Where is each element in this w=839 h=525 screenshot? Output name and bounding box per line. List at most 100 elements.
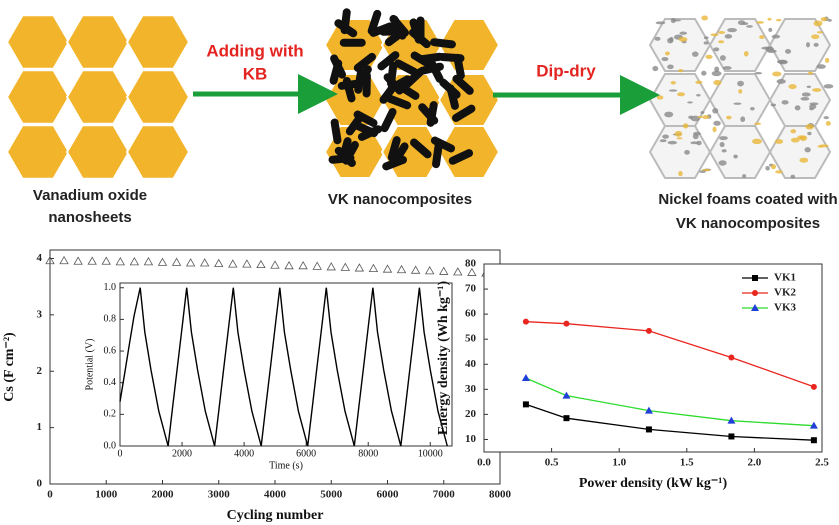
foam-flake: [819, 144, 829, 147]
foam-flake: [678, 69, 683, 72]
foam-flake: [811, 34, 819, 39]
step-label: Dip-dry: [536, 61, 596, 80]
x-tick-label: 1000: [95, 489, 118, 501]
y-tick-label: 0.2: [104, 409, 117, 420]
foam-flake: [754, 72, 762, 74]
marker: [646, 426, 652, 432]
foam-flake: [723, 66, 732, 70]
foam-flake: [667, 65, 674, 70]
marker: [728, 433, 734, 439]
foam-flake: [806, 42, 810, 47]
foam-flake: [821, 17, 828, 21]
foam-flake: [692, 51, 699, 57]
x-axis-title: Time (s): [269, 460, 303, 471]
foam-flake: [662, 135, 669, 139]
foam-flake: [675, 131, 683, 137]
foam-flake: [733, 103, 741, 105]
hexagon: [127, 70, 189, 124]
stage-label: Vanadium oxide: [33, 187, 147, 204]
foam-flake: [799, 158, 808, 163]
marker: [646, 328, 652, 334]
foam-flake: [744, 51, 749, 56]
foam-flake: [805, 147, 811, 152]
foam-flake: [718, 31, 725, 34]
hexagon: [7, 125, 69, 179]
foam-flake: [679, 37, 688, 42]
step-label: KB: [243, 64, 268, 83]
foam-flake: [710, 33, 718, 36]
foam-flake: [754, 123, 761, 125]
foam-flake: [660, 139, 667, 142]
y-tick-label: 50: [465, 333, 477, 345]
x-tick-label: 6000: [377, 489, 400, 501]
foam-flake: [713, 80, 721, 85]
hexagon: [67, 15, 129, 69]
foam-flake: [772, 72, 781, 77]
foam-flake: [652, 66, 658, 71]
foam-flake: [814, 20, 823, 26]
x-tick-label: 6000: [296, 448, 316, 459]
stage-label: Nickel foams coated with: [658, 191, 837, 208]
foam-flake: [785, 49, 791, 54]
foam-flake: [657, 95, 664, 99]
marker: [563, 321, 569, 327]
y-tick-label: 2: [37, 365, 43, 377]
foam-flake: [740, 116, 745, 122]
x-tick-label: 8000: [358, 448, 378, 459]
y-axis-title: Potential (V): [84, 339, 95, 391]
hexagon: [7, 70, 69, 124]
foam-flake: [712, 108, 718, 113]
y-tick-label: 70: [465, 283, 477, 295]
x-tick-label: 4000: [234, 448, 254, 459]
foam-flake: [719, 160, 727, 165]
x-tick-label: 5000: [320, 489, 343, 501]
foam-flake: [701, 16, 708, 21]
foam-flake: [738, 20, 745, 25]
foam-flake: [696, 94, 700, 96]
hexagon: [67, 125, 129, 179]
x-axis-title: Power density (kW kg⁻¹): [579, 476, 728, 491]
foam-flake: [800, 97, 809, 101]
foam-flake: [699, 170, 706, 173]
foam-flake: [752, 139, 762, 145]
x-tick-label: 0: [118, 448, 123, 459]
foam-flake: [661, 57, 668, 61]
foam-flake: [683, 123, 689, 128]
foam-flake: [756, 21, 764, 24]
x-tick-label: 0.0: [477, 457, 491, 469]
y-axis-title: Energy density (Wh kg⁻¹): [436, 281, 451, 436]
foam-flake: [688, 116, 693, 119]
y-tick-label: 20: [465, 408, 477, 420]
foam-flake: [669, 89, 678, 91]
y-tick-label: 1.0: [104, 282, 117, 293]
foam-flake: [765, 166, 770, 171]
schematic-art: [7, 8, 833, 179]
y-tick-label: 3: [37, 308, 43, 320]
foam-flake: [816, 64, 825, 69]
marker: [523, 319, 529, 325]
foam-flake: [701, 71, 706, 76]
x-tick-label: 1.5: [680, 457, 694, 469]
foam-flake: [665, 51, 670, 55]
foam-flake: [668, 141, 678, 145]
foam-flake: [742, 174, 746, 178]
marker: [811, 437, 817, 443]
foam-flake: [759, 35, 765, 39]
foam-flake: [826, 121, 831, 126]
plot-frame: [120, 283, 452, 446]
hexagon: [710, 126, 770, 178]
foam-flake: [809, 102, 818, 105]
foam-flake: [712, 127, 716, 133]
x-tick-label: 0: [47, 489, 53, 501]
foam-flake: [738, 89, 742, 93]
hexagon: [127, 15, 189, 69]
foam-flake: [790, 129, 796, 133]
foam-flake: [767, 49, 777, 52]
foam-flake: [825, 58, 829, 63]
foam-flake: [814, 43, 819, 47]
foam-flake: [807, 132, 811, 135]
foam-flake: [677, 92, 685, 96]
foam-flake: [690, 141, 698, 144]
foam-flake: [772, 35, 780, 39]
foam-flake: [777, 79, 786, 84]
